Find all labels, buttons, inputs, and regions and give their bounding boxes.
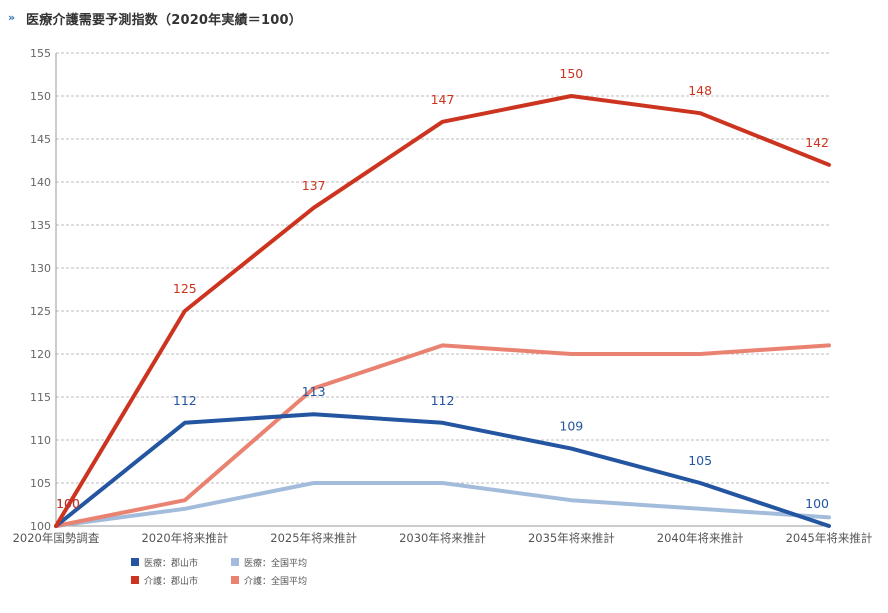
y-tick-label: 105 — [30, 477, 51, 490]
x-tick-label: 2035年将来推計 — [528, 531, 615, 545]
data-label: 105 — [688, 453, 712, 468]
y-tick-labels: 100 105 110 115 120 125 130 135 140 145 150 155 — [30, 47, 51, 533]
x-tick-label: 2030年将来推計 — [399, 531, 486, 545]
legend-label: 介護：全国平均 — [244, 576, 308, 587]
y-tick-label: 145 — [30, 133, 51, 146]
data-label: 137 — [302, 178, 326, 193]
data-label: 125 — [173, 281, 197, 296]
y-tick-label: 135 — [30, 219, 51, 232]
data-label: 100 — [56, 496, 80, 511]
double-chevron-right-icon: » — [8, 11, 16, 24]
legend-item[interactable]: 医療：全国平均 — [231, 556, 351, 569]
legend-label: 医療：全国平均 — [244, 558, 308, 569]
chart-header: » 医療介護需要予測指数（2020年実績＝100） — [8, 6, 302, 30]
y-tick-label: 130 — [30, 262, 51, 275]
data-label: 100 — [805, 496, 829, 511]
data-labels: 1001121131121091051001001251371471501481… — [56, 66, 829, 511]
data-label: 150 — [559, 66, 583, 81]
data-label: 100 — [56, 496, 80, 511]
y-tick-label: 150 — [30, 90, 51, 103]
legend-swatch — [231, 576, 239, 584]
data-label: 148 — [688, 83, 712, 98]
data-label: 147 — [431, 92, 455, 107]
legend-label: 介護：郡山市 — [144, 576, 199, 587]
legend-item[interactable]: 介護：全国平均 — [231, 574, 351, 587]
y-tick-label: 155 — [30, 47, 51, 60]
data-label: 112 — [173, 393, 197, 408]
series-line[interactable] — [54, 343, 831, 528]
x-tick-label: 2020年将来推計 — [141, 531, 228, 545]
y-tick-label: 125 — [30, 305, 51, 318]
x-tick-label: 2045年将来推計 — [786, 531, 873, 545]
y-tick-label: 115 — [30, 391, 51, 404]
y-tick-label: 140 — [30, 176, 51, 189]
y-tick-label: 100 — [30, 520, 51, 533]
chart-title: 医療介護需要予測指数（2020年実績＝100） — [26, 12, 302, 28]
y-tick-label: 110 — [30, 434, 51, 447]
legend-swatch — [131, 576, 139, 584]
legend-swatch — [131, 558, 139, 566]
x-tick-label: 2020年国勢調査 — [13, 531, 100, 545]
series-line[interactable] — [54, 412, 831, 528]
x-tick-labels: 2020年国勢調査 2020年将来推計 2025年将来推計 2030年将来推計 2035… — [13, 531, 873, 545]
data-label: 112 — [431, 393, 455, 408]
series-line[interactable] — [54, 94, 831, 528]
series-lines — [54, 94, 831, 528]
data-label: 142 — [805, 135, 829, 150]
legend-item[interactable]: 医療：郡山市 — [131, 556, 231, 569]
chart-legend: 医療：郡山市 医療：全国平均 介護：郡山市 介護：全国平均 — [131, 556, 351, 587]
y-tick-label: 120 — [30, 348, 51, 361]
x-tick-label: 2040年将来推計 — [657, 531, 744, 545]
x-tick-label: 2025年将来推計 — [270, 531, 357, 545]
series-line[interactable] — [54, 481, 831, 528]
legend-label: 医療：郡山市 — [144, 558, 199, 569]
data-label: 113 — [302, 384, 326, 399]
legend-item[interactable]: 介護：郡山市 — [131, 574, 231, 587]
legend-swatch — [231, 558, 239, 566]
axes — [55, 53, 829, 527]
data-label: 109 — [559, 419, 583, 434]
